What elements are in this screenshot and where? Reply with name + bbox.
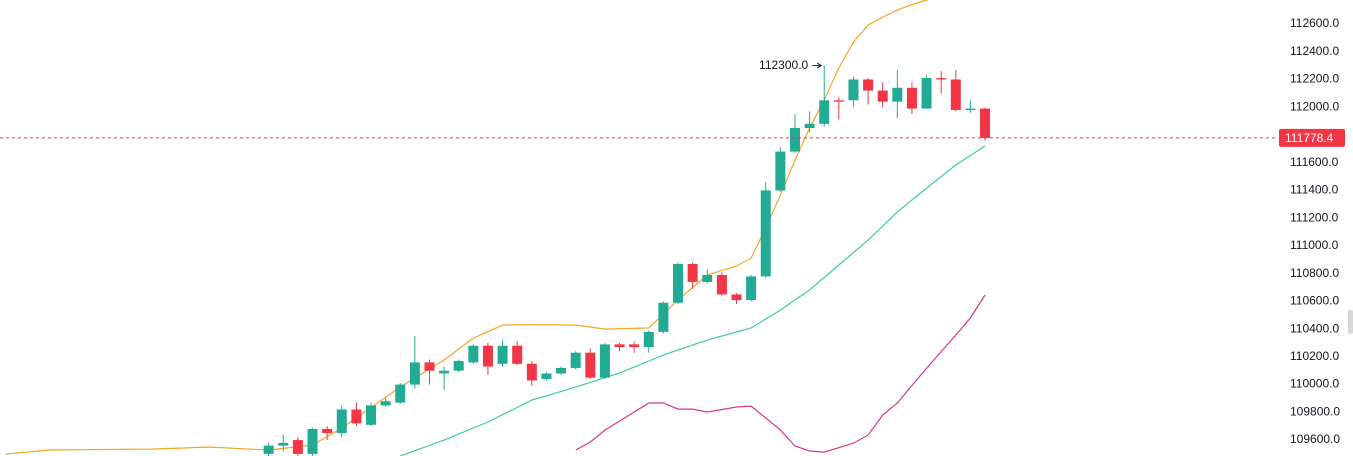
candle-body: [789, 128, 800, 152]
candle-body: [921, 78, 932, 109]
last-price-label: 111778.4: [1285, 131, 1334, 145]
candle-body: [395, 384, 406, 403]
high-marker-label: 112300.0: [759, 58, 808, 72]
band-line: [575, 294, 986, 453]
candle-body: [673, 263, 684, 303]
candle-body: [614, 344, 625, 348]
candle-body: [877, 90, 888, 102]
candle-body: [775, 151, 786, 191]
candle-body: [366, 405, 376, 425]
price-axis: 109600.0 109800.0 110000.0 110200.0 110400.0…: [1275, 0, 1345, 446]
y-tick-label: 111000.0: [1290, 238, 1339, 252]
candle-body: [965, 108, 976, 110]
candle-body: [526, 363, 537, 381]
candle-body: [716, 275, 727, 295]
candle-body: [380, 401, 391, 406]
candle-body: [629, 344, 640, 348]
y-tick-label: 111400.0: [1290, 183, 1339, 197]
candle-body: [468, 345, 479, 363]
candle-body: [892, 87, 903, 102]
candle-body: [556, 367, 567, 374]
candle-body: [760, 190, 771, 277]
candle-body: [804, 123, 815, 129]
candle-body: [278, 442, 289, 446]
candle-body: [409, 362, 420, 385]
candle-body: [950, 79, 961, 110]
y-tick-label: 110400.0: [1290, 321, 1339, 335]
y-tick-label: 109600.0: [1290, 432, 1340, 446]
candle-body: [292, 440, 303, 454]
candle-body: [585, 352, 596, 378]
y-tick-label: 112600.0: [1290, 16, 1339, 30]
candle-body: [322, 428, 333, 434]
candle-body: [424, 362, 435, 371]
y-tick-label: 109800.0: [1290, 404, 1340, 418]
candle-body: [263, 445, 274, 454]
candle-body: [936, 78, 947, 80]
y-tick-label: 111600.0: [1290, 155, 1339, 169]
candle-body: [833, 100, 844, 102]
y-tick-label: 112200.0: [1290, 72, 1339, 86]
y-tick-label: 112400.0: [1290, 44, 1339, 58]
last-price-box: [1279, 128, 1345, 147]
candle-body: [351, 409, 362, 424]
candle-body: [746, 276, 757, 300]
candle-body: [863, 79, 874, 91]
candle-body: [731, 294, 742, 300]
candle-body: [702, 275, 713, 282]
y-tick-label: 112800.0: [1290, 0, 1339, 2]
high-marker-arrowhead: [816, 62, 823, 69]
candle-body: [906, 87, 917, 109]
candle-body: [482, 345, 493, 367]
candle-body: [643, 331, 654, 348]
candle-body: [307, 428, 318, 454]
y-tick-label: 110600.0: [1290, 294, 1339, 308]
candle-body: [980, 108, 991, 138]
y-tick-label: 110200.0: [1290, 349, 1339, 363]
candle-body: [439, 370, 450, 374]
y-tick-label: 110000.0: [1290, 377, 1339, 391]
candle-body: [541, 373, 552, 380]
band-line: [399, 145, 986, 456]
candle-body: [453, 361, 464, 371]
candle-body: [848, 79, 859, 101]
candle-body: [336, 409, 347, 434]
candle-body: [687, 263, 698, 282]
candle-body: [599, 344, 610, 378]
candle-body: [512, 345, 523, 364]
scroll-handle[interactable]: [1348, 310, 1353, 334]
candle-body: [819, 100, 830, 124]
plot-area: 112300.0: [0, 0, 1275, 456]
y-tick-label: 110800.0: [1290, 266, 1339, 280]
candle-body: [497, 345, 508, 364]
candle-body: [658, 302, 669, 332]
candle-body: [570, 352, 581, 368]
y-tick-label: 112000.0: [1290, 99, 1339, 113]
y-tick-label: 111200.0: [1290, 210, 1339, 224]
